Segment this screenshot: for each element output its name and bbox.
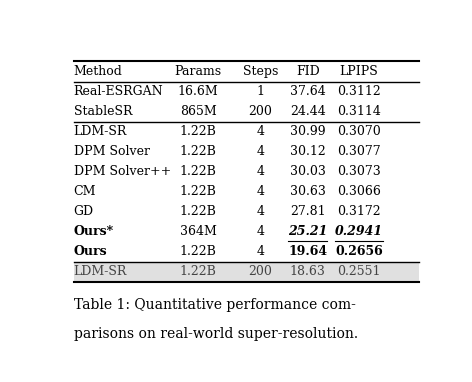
Text: 0.3114: 0.3114 [337,105,381,118]
Text: 200: 200 [248,105,272,118]
Text: 30.12: 30.12 [290,145,326,158]
Text: 4: 4 [256,185,264,198]
Text: 4: 4 [256,165,264,178]
Text: 865M: 865M [180,105,216,118]
Text: DPM Solver: DPM Solver [74,145,150,158]
Text: 25.21: 25.21 [288,225,328,238]
Text: 0.2551: 0.2551 [337,265,381,278]
Text: 0.3066: 0.3066 [337,185,381,198]
Text: 1.22B: 1.22B [179,265,217,278]
Text: 1.22B: 1.22B [179,205,217,218]
Text: Ours*: Ours* [74,225,114,238]
Text: 1.22B: 1.22B [179,145,217,158]
Text: 0.2941: 0.2941 [335,225,383,238]
Text: 4: 4 [256,145,264,158]
Text: 19.64: 19.64 [288,245,327,258]
Text: 0.3077: 0.3077 [337,145,381,158]
Text: Real-ESRGAN: Real-ESRGAN [74,85,163,98]
Text: 0.2656: 0.2656 [335,245,383,258]
Text: LDM-SR: LDM-SR [74,265,127,278]
Text: LPIPS: LPIPS [339,65,379,78]
Text: 30.03: 30.03 [290,165,326,178]
Text: Params: Params [175,65,221,78]
Text: Method: Method [74,65,123,78]
Text: LDM-SR: LDM-SR [74,125,127,138]
Text: 16.6M: 16.6M [177,85,219,98]
Text: 1: 1 [256,85,264,98]
Text: StableSR: StableSR [74,105,132,118]
Text: 364M: 364M [179,225,217,238]
Text: parisons on real-world super-resolution.: parisons on real-world super-resolution. [74,327,358,342]
Text: GD: GD [74,205,94,218]
Text: Table 1: Quantitative performance com-: Table 1: Quantitative performance com- [74,298,355,312]
Text: 1.22B: 1.22B [179,165,217,178]
Text: 4: 4 [256,205,264,218]
Text: 4: 4 [256,225,264,238]
Text: 200: 200 [248,265,272,278]
Text: 1.22B: 1.22B [179,125,217,138]
Bar [74,262,419,282]
Text: Ours: Ours [74,245,107,258]
Text: 37.64: 37.64 [290,85,326,98]
Text: 30.63: 30.63 [290,185,326,198]
Text: 18.63: 18.63 [290,265,326,278]
Text: FID: FID [296,65,320,78]
Text: 0.3073: 0.3073 [337,165,381,178]
Text: 1.22B: 1.22B [179,185,217,198]
Text: CM: CM [74,185,96,198]
Text: 0.3112: 0.3112 [337,85,381,98]
Text: 0.3172: 0.3172 [337,205,381,218]
Text: 0.3070: 0.3070 [337,125,381,138]
Text: 1.22B: 1.22B [179,245,217,258]
Text: 30.99: 30.99 [290,125,326,138]
Text: 4: 4 [256,125,264,138]
Text: 24.44: 24.44 [290,105,326,118]
Text: DPM Solver++: DPM Solver++ [74,165,171,178]
Text: 4: 4 [256,245,264,258]
Text: Steps: Steps [243,65,278,78]
Text: 27.81: 27.81 [290,205,326,218]
